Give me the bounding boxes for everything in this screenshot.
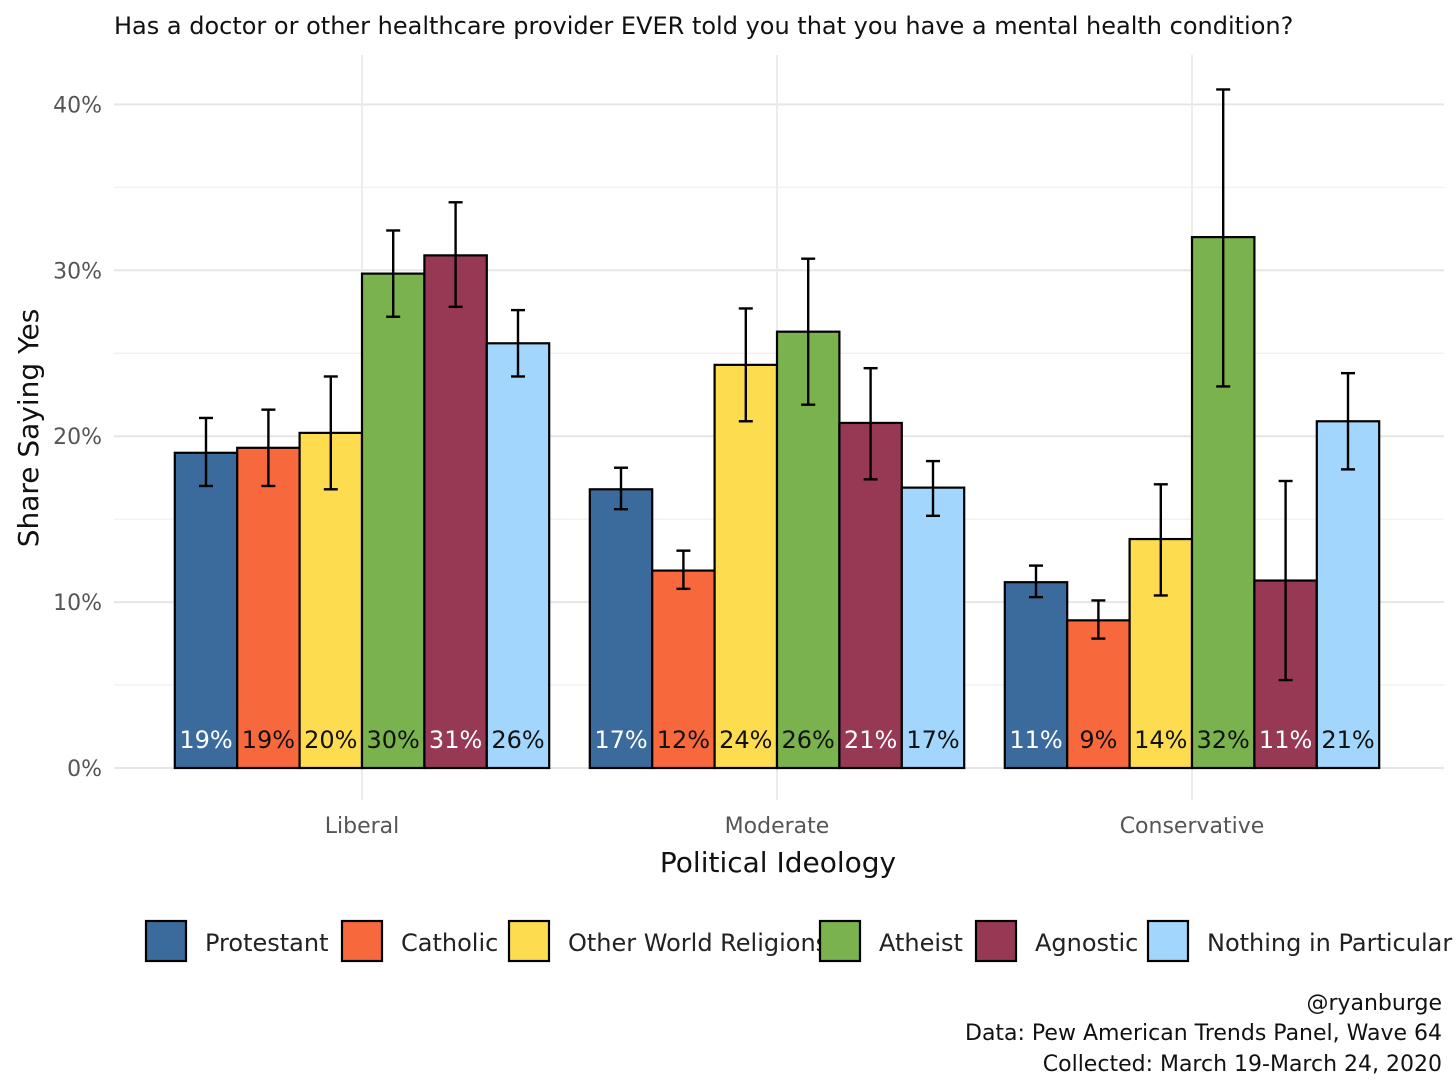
legend-item: Protestant [144,919,329,963]
x-tick-label: Moderate [725,814,830,839]
error-bar [511,308,525,378]
bar-value-label: 26% [491,726,544,754]
bar-value-label: 17% [906,726,959,754]
legend-swatch [340,919,384,963]
bar-value-label: 32% [1197,726,1250,754]
error-bar [1278,479,1293,682]
error-bar [1091,599,1106,640]
legend-item: Nothing in Particular [1146,919,1452,963]
y-axis-title: Share Saying Yes [12,309,45,548]
bar-value-label: 14% [1134,726,1187,754]
legend-item: Atheist [818,919,963,963]
error-bar [738,307,753,423]
bar [1315,420,1381,770]
legend-label: Other World Religions [568,929,828,957]
bar [651,569,716,770]
error-bar [199,416,213,488]
bar-value-label: 19% [242,726,295,754]
error-bar [801,257,816,406]
y-tick-label: 20% [53,425,102,450]
bar-value-label: 11% [1009,726,1062,754]
bar-value-label: 30% [367,726,420,754]
bar [713,363,779,770]
bar-labels: 19% 17% 11% 19% 12% 9% 20% 24% 14% 30% 26% 32% 31% 21… [179,726,1374,754]
legend-item: Agnostic [974,919,1138,963]
legend-swatch [818,919,862,963]
error-bar [261,408,276,488]
x-axis-title: Political Ideology [660,846,896,879]
legend-label: Atheist [879,929,963,957]
bar [900,486,966,770]
caption-collected: Collected: March 19-March 24, 2020 [1043,1052,1442,1077]
error-bar [1153,483,1168,597]
y-tick-label: 30% [53,259,102,284]
bar [1066,619,1131,770]
legend-swatch [1146,919,1190,963]
legend-label: Protestant [205,929,329,957]
x-tick-label: Conservative [1120,814,1265,839]
error-bar [676,549,691,591]
error-bar [863,366,878,481]
y-tick-labels: 0% 10% 20% 30% 40% [53,93,102,782]
bar-value-label: 31% [429,726,482,754]
error-bar [448,201,463,308]
legend-swatch [974,919,1018,963]
bar [423,254,488,770]
error-bars [199,88,1355,682]
y-tick-label: 10% [53,591,102,616]
legend-item: Catholic [340,919,498,963]
bar-value-label: 24% [719,726,772,754]
chart-title: Has a doctor or other healthcare provide… [114,12,1293,40]
bar [360,272,426,770]
legend-item: Other World Religions [507,919,828,963]
legend-label: Agnostic [1035,929,1138,957]
error-bar [1341,371,1355,471]
y-tick-label: 40% [53,93,102,118]
bar-value-label: 9% [1079,726,1117,754]
bars [173,236,1381,770]
caption-handle: @ryanburge [1306,991,1442,1016]
bar-value-label: 21% [1321,726,1374,754]
error-bar [1029,564,1043,599]
bar [173,451,239,770]
legend-label: Nothing in Particular [1207,929,1452,957]
legend-swatch [144,919,188,963]
legend-swatch [507,919,551,963]
bar-value-label: 21% [844,726,897,754]
bar [236,446,301,770]
error-bar [614,466,628,511]
legend: Protestant Catholic Other World Religions A… [144,919,1452,963]
bar-value-label: 19% [179,726,232,754]
bar-value-label: 20% [304,726,357,754]
bar [485,342,551,770]
error-bar [386,229,401,318]
x-tick-labels: Liberal Moderate Conservative [325,814,1265,839]
caption-source: Data: Pew American Trends Panel, Wave 64 [965,1021,1442,1046]
bar-value-label: 12% [657,726,710,754]
bar-value-label: 26% [782,726,835,754]
bar-value-label: 17% [594,726,647,754]
error-bar [323,375,338,491]
caption: @ryanburge Data: Pew American Trends Pan… [965,991,1442,1077]
y-tick-label: 0% [67,757,102,782]
error-bar [1216,88,1231,388]
error-bar [926,459,940,518]
legend-label: Catholic [401,929,498,957]
bar-value-label: 11% [1259,726,1312,754]
x-tick-label: Liberal [325,814,400,839]
